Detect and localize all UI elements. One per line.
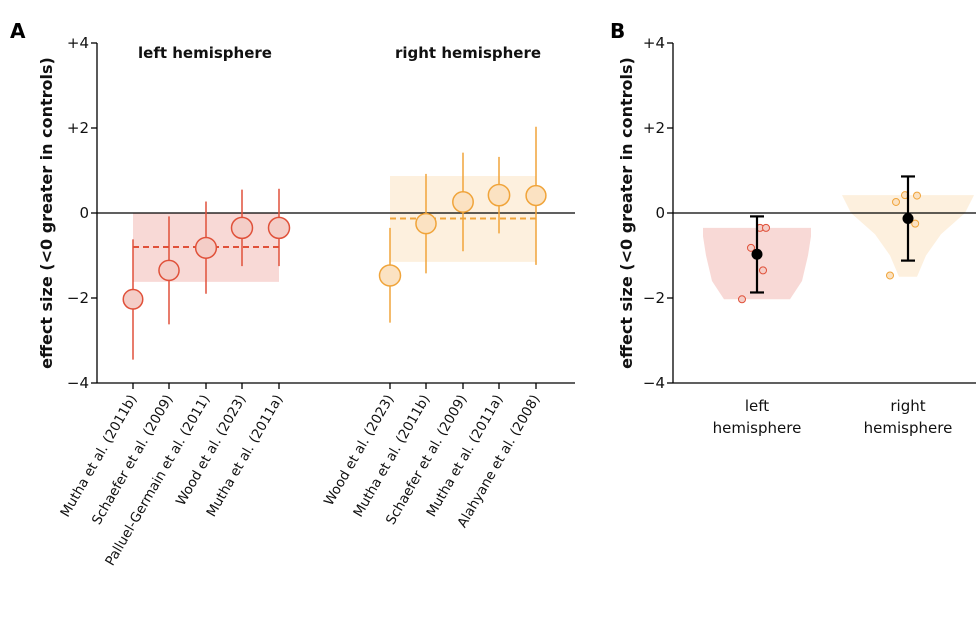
y-tick-label: 0 [655,204,665,222]
study-estimate [487,156,511,234]
y-tick-label: 0 [79,204,89,222]
study-estimate [122,239,144,360]
study-point [911,219,920,228]
effect-size-point [194,236,218,259]
study-estimate [194,201,218,294]
study-estimate [452,152,474,252]
study-point [762,223,770,232]
y-tick-label: +2 [643,119,665,137]
mean-point [902,213,914,225]
y-tick-label: −2 [67,289,89,307]
study-point [747,243,755,252]
study-point [913,191,921,200]
study-point [759,266,767,275]
study-estimate [230,189,254,267]
study-estimate [158,216,180,325]
effect-size-point [230,216,254,240]
y-tick-label: −4 [67,374,89,392]
summary-estimate [901,175,915,262]
y-tick-label: +4 [67,34,89,52]
y-tick-label: −2 [643,289,665,307]
group-title: right hemisphere [395,44,541,62]
effect-size-point [158,259,180,282]
category-label: hemisphere [864,419,953,437]
summary-estimate [750,215,764,294]
study-estimate [415,173,437,274]
group-right-hemisphere: right hemisphere [390,44,541,262]
study-estimate [525,126,547,265]
effect-size-point [122,288,144,310]
study-point [738,295,746,304]
panel-label: B [610,19,625,43]
y-tick-label: +2 [67,119,89,137]
effect-size-point [452,191,474,213]
study-point [886,271,894,280]
effect-size-point [487,183,511,207]
y-axis-title: effect size (<0 greater in controls) [37,57,56,369]
study-estimate [267,188,291,267]
study-point [892,197,900,206]
mean-point [751,248,763,260]
study-estimate [378,227,402,323]
category-label: right [890,397,925,415]
y-tick-label: +4 [643,34,665,52]
category-label: hemisphere [713,419,802,437]
effect-size-point [267,216,291,240]
effect-size-point [525,184,547,207]
category-label: left [745,397,769,415]
y-axis-title: effect size (<0 greater in controls) [617,57,636,369]
effect-size-point [415,212,437,235]
effect-size-point [378,264,402,287]
panel-label: A [10,19,26,43]
y-tick-label: −4 [643,374,665,392]
group-title: left hemisphere [138,44,272,62]
